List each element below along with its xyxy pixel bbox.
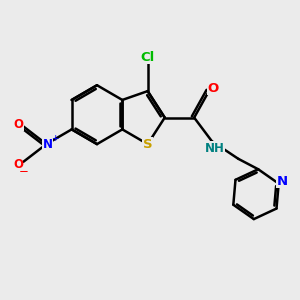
Text: Cl: Cl xyxy=(140,51,155,64)
Text: N: N xyxy=(43,138,53,151)
Text: NH: NH xyxy=(205,142,225,155)
Text: −: − xyxy=(19,165,28,178)
Text: O: O xyxy=(13,158,23,171)
Text: +: + xyxy=(51,134,58,143)
Text: N: N xyxy=(277,175,288,188)
Text: O: O xyxy=(13,118,23,130)
Text: S: S xyxy=(143,138,152,151)
Text: O: O xyxy=(208,82,219,95)
